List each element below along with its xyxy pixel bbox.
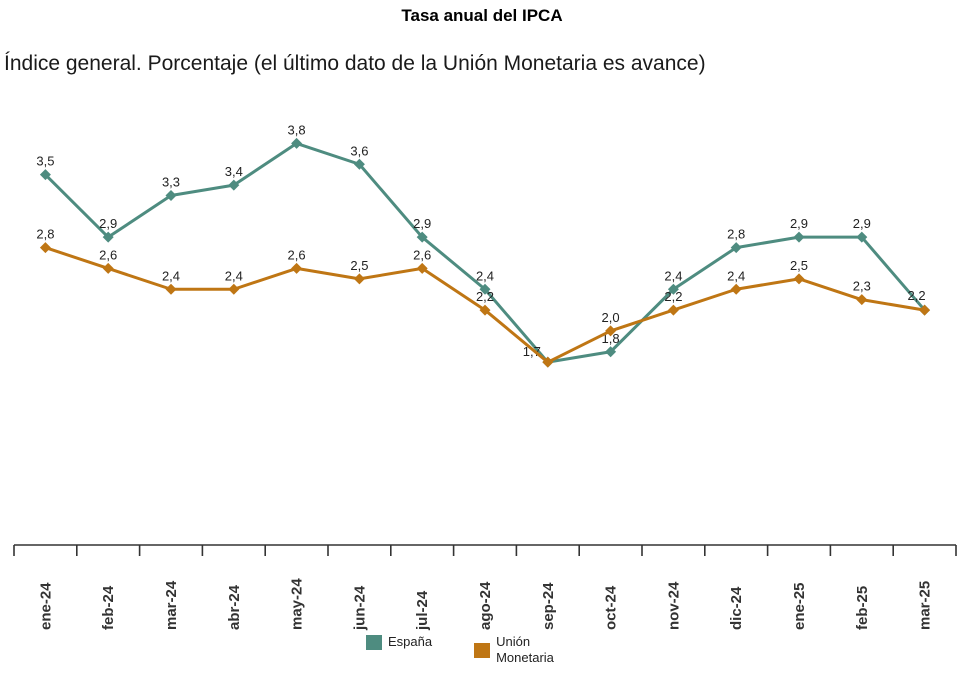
series-marker	[667, 283, 679, 295]
data-label: 2,2	[476, 289, 494, 304]
legend-item-espana: España	[366, 634, 432, 650]
series-marker	[353, 158, 365, 170]
data-label: 2,4	[162, 268, 180, 283]
data-label: 2,4	[664, 268, 682, 283]
series-marker	[479, 283, 491, 295]
category-label: feb-25	[854, 586, 871, 630]
category-label: may-24	[289, 578, 306, 630]
data-label: 2,5	[350, 258, 368, 273]
data-label: 3,8	[288, 122, 306, 137]
union-monetaria-swatch-icon	[474, 642, 491, 658]
data-label: 2,9	[99, 216, 117, 231]
series-marker	[39, 169, 51, 181]
category-label: feb-24	[100, 585, 117, 630]
category-label: sep-24	[540, 582, 557, 630]
data-label: 2,9	[790, 216, 808, 231]
category-label: dic-24	[728, 586, 745, 630]
series-marker	[919, 304, 931, 316]
series-marker	[605, 346, 617, 358]
legend-label-espana: España	[388, 634, 433, 649]
data-label: 2,4	[225, 268, 243, 283]
data-label: 2,4	[476, 268, 494, 283]
series-marker	[605, 325, 617, 337]
data-label: 2,8	[727, 227, 745, 242]
series-marker	[102, 262, 114, 274]
series-marker	[730, 242, 742, 254]
data-label: 2,9	[853, 216, 871, 231]
series-marker	[165, 190, 177, 201]
chart-subtitle: Índice general. Porcentaje (el último da…	[4, 52, 706, 75]
category-label: mar-25	[917, 581, 934, 630]
data-label: 2,4	[727, 268, 745, 283]
data-label: 2,8	[36, 227, 54, 242]
category-label: jul-24	[414, 590, 431, 631]
chart-title: Tasa anual del IPCA	[401, 6, 563, 25]
data-label: 1,7	[523, 344, 541, 359]
series-marker	[102, 231, 114, 243]
category-label: oct-24	[603, 585, 620, 630]
data-label: 2,2	[664, 289, 682, 304]
series-marker	[730, 283, 742, 295]
series-marker	[416, 262, 428, 274]
category-label: ago-24	[477, 581, 494, 630]
data-label: 2,3	[853, 279, 871, 294]
series-marker	[291, 262, 303, 274]
category-label: ene-24	[37, 582, 54, 630]
chart-legend: España Unión Monetaria	[366, 634, 566, 667]
category-label: nov-24	[665, 581, 682, 630]
series-marker	[353, 273, 365, 285]
series-marker	[542, 356, 554, 368]
data-label: 2,9	[413, 216, 431, 231]
series-marker	[228, 179, 240, 191]
data-label: 3,3	[162, 175, 180, 190]
data-label: 3,5	[36, 154, 54, 169]
data-label: 2,6	[413, 247, 431, 262]
legend-label-union-monetaria: Unión Monetaria	[496, 634, 554, 666]
series-marker	[793, 231, 805, 243]
legend-item-union-monetaria: Unión Monetaria	[474, 634, 566, 667]
series-marker	[39, 242, 51, 254]
series-marker	[291, 137, 303, 149]
category-label: ene-25	[791, 582, 808, 630]
data-label: 3,6	[350, 143, 368, 158]
data-label: 2,6	[99, 247, 117, 262]
series-marker	[479, 304, 491, 316]
data-label: 2,0	[602, 310, 620, 325]
data-label: 2,6	[288, 247, 306, 262]
category-label: jun-24	[351, 585, 368, 631]
espana-swatch-icon	[366, 634, 382, 650]
data-label: 2,2	[908, 288, 926, 303]
series-marker	[793, 273, 805, 285]
series-marker	[165, 283, 177, 295]
data-label: 3,4	[225, 164, 243, 179]
series-marker	[416, 231, 428, 243]
category-label: mar-24	[163, 580, 180, 630]
series-marker	[667, 304, 679, 316]
series-marker	[856, 294, 868, 306]
series-marker	[228, 283, 240, 295]
series-marker	[856, 231, 868, 243]
data-label: 2,5	[790, 258, 808, 273]
category-label: abr-24	[226, 584, 243, 630]
